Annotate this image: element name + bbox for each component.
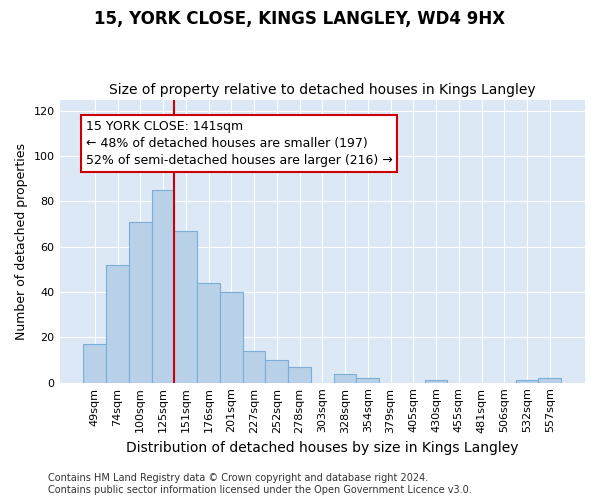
Bar xyxy=(83,344,106,383)
Text: 15, YORK CLOSE, KINGS LANGLEY, WD4 9HX: 15, YORK CLOSE, KINGS LANGLEY, WD4 9HX xyxy=(94,10,506,28)
Text: Contains HM Land Registry data © Crown copyright and database right 2024.
Contai: Contains HM Land Registry data © Crown c… xyxy=(48,474,472,495)
Title: Size of property relative to detached houses in Kings Langley: Size of property relative to detached ho… xyxy=(109,83,536,97)
Bar xyxy=(129,222,152,382)
Bar xyxy=(538,378,561,382)
Bar xyxy=(425,380,448,382)
Bar xyxy=(288,367,311,382)
Bar xyxy=(242,351,265,382)
Bar xyxy=(106,265,129,382)
Bar xyxy=(265,360,288,382)
Bar xyxy=(356,378,379,382)
Bar xyxy=(220,292,242,382)
Bar xyxy=(152,190,175,382)
Text: 15 YORK CLOSE: 141sqm
← 48% of detached houses are smaller (197)
52% of semi-det: 15 YORK CLOSE: 141sqm ← 48% of detached … xyxy=(86,120,392,167)
Bar xyxy=(197,283,220,382)
X-axis label: Distribution of detached houses by size in Kings Langley: Distribution of detached houses by size … xyxy=(126,441,518,455)
Bar xyxy=(334,374,356,382)
Bar xyxy=(175,231,197,382)
Y-axis label: Number of detached properties: Number of detached properties xyxy=(15,142,28,340)
Bar xyxy=(515,380,538,382)
